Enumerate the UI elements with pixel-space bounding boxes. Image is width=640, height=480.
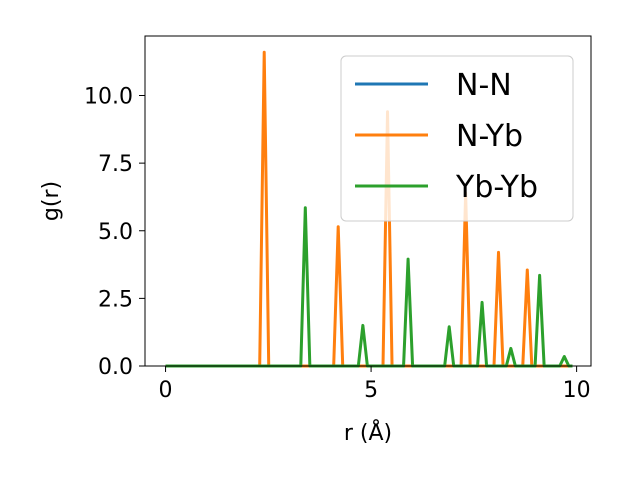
legend-label-yb-yb: Yb-Yb bbox=[455, 170, 538, 205]
x-tick-label: 10 bbox=[563, 378, 591, 403]
y-tick-label: 0.0 bbox=[98, 355, 133, 380]
y-axis-ticks: 0.0 2.5 5.0 7.5 10.0 bbox=[84, 85, 145, 380]
y-tick-label: 5.0 bbox=[98, 220, 133, 245]
x-tick-label: 0 bbox=[159, 378, 173, 403]
legend-label-n-n: N-N bbox=[456, 68, 512, 103]
legend-label-n-yb: N-Yb bbox=[456, 119, 523, 154]
x-tick-label: 5 bbox=[364, 378, 378, 403]
series-line-yb-yb bbox=[165, 206, 573, 368]
legend: N-N N-Yb Yb-Yb bbox=[340, 55, 574, 222]
y-tick-label: 7.5 bbox=[98, 152, 133, 177]
x-axis-ticks: 0 5 10 bbox=[159, 366, 591, 403]
plot-frame bbox=[144, 35, 592, 367]
x-axis-label: r (Å) bbox=[344, 419, 392, 446]
y-tick-label: 10.0 bbox=[84, 85, 133, 110]
legend-box bbox=[340, 55, 574, 222]
y-tick-label: 2.5 bbox=[98, 287, 133, 312]
y-axis-label: g(r) bbox=[39, 181, 64, 221]
